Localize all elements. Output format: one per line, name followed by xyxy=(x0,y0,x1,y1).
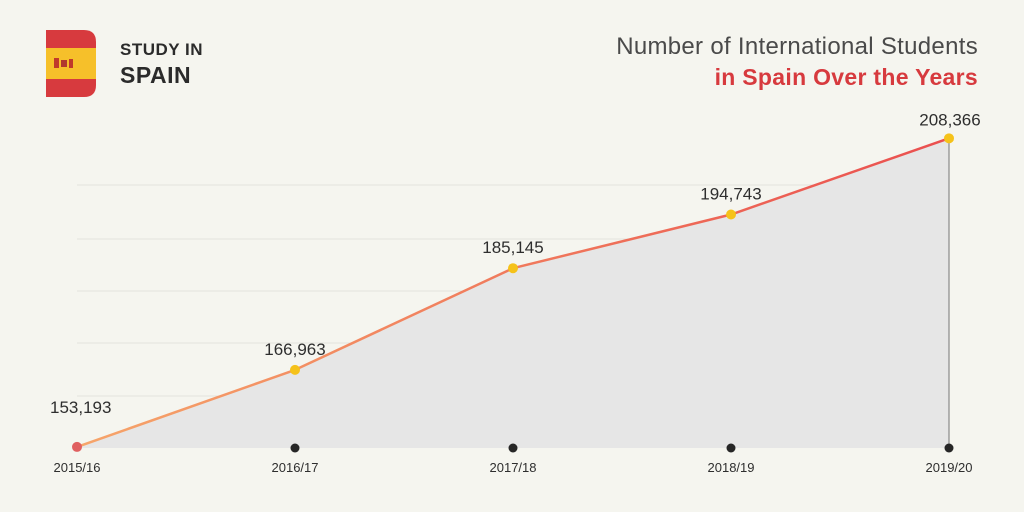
x-tick-label-3: 2018/19 xyxy=(708,460,755,475)
data-point-4 xyxy=(944,133,954,144)
data-label-4: 208,366 xyxy=(919,110,980,129)
flag-emblem xyxy=(54,58,73,68)
data-point-3 xyxy=(726,209,736,220)
data-point-1 xyxy=(290,364,300,375)
value-labels: 153,193 166,963 185,145 194,743 208,366 xyxy=(50,110,981,417)
x-axis-ticks: 2015/16 2016/17 2017/18 2018/19 2019/20 xyxy=(54,443,973,475)
x-tick-dot-2 xyxy=(508,443,518,453)
x-tick-dot-4 xyxy=(944,443,954,453)
data-point-0 xyxy=(72,441,82,452)
spain-flag-icon xyxy=(46,30,96,97)
data-label-0: 153,193 xyxy=(50,398,111,417)
x-tick-label-1: 2016/17 xyxy=(272,460,319,475)
brand-text: STUDY IN SPAIN xyxy=(120,40,203,90)
data-label-3: 194,743 xyxy=(700,185,761,204)
x-tick-dot-1 xyxy=(290,443,300,453)
x-tick-label-4: 2019/20 xyxy=(926,460,973,475)
brand-line1: STUDY IN xyxy=(120,40,204,59)
data-point-2 xyxy=(508,263,518,274)
data-label-2: 185,145 xyxy=(482,238,543,257)
chart-subtitle: in Spain Over the Years xyxy=(714,64,978,90)
data-label-1: 166,963 xyxy=(264,340,325,359)
chart-title: Number of International Students xyxy=(616,33,978,60)
x-tick-label-2: 2017/18 xyxy=(490,460,537,475)
chart-title-block: Number of International Students in Spai… xyxy=(616,32,978,92)
data-markers xyxy=(72,133,954,452)
x-tick-label-0: 2015/16 xyxy=(54,460,101,475)
brand-logo xyxy=(46,30,246,100)
x-tick-dot-3 xyxy=(726,443,736,453)
brand-line2: SPAIN xyxy=(120,62,192,88)
